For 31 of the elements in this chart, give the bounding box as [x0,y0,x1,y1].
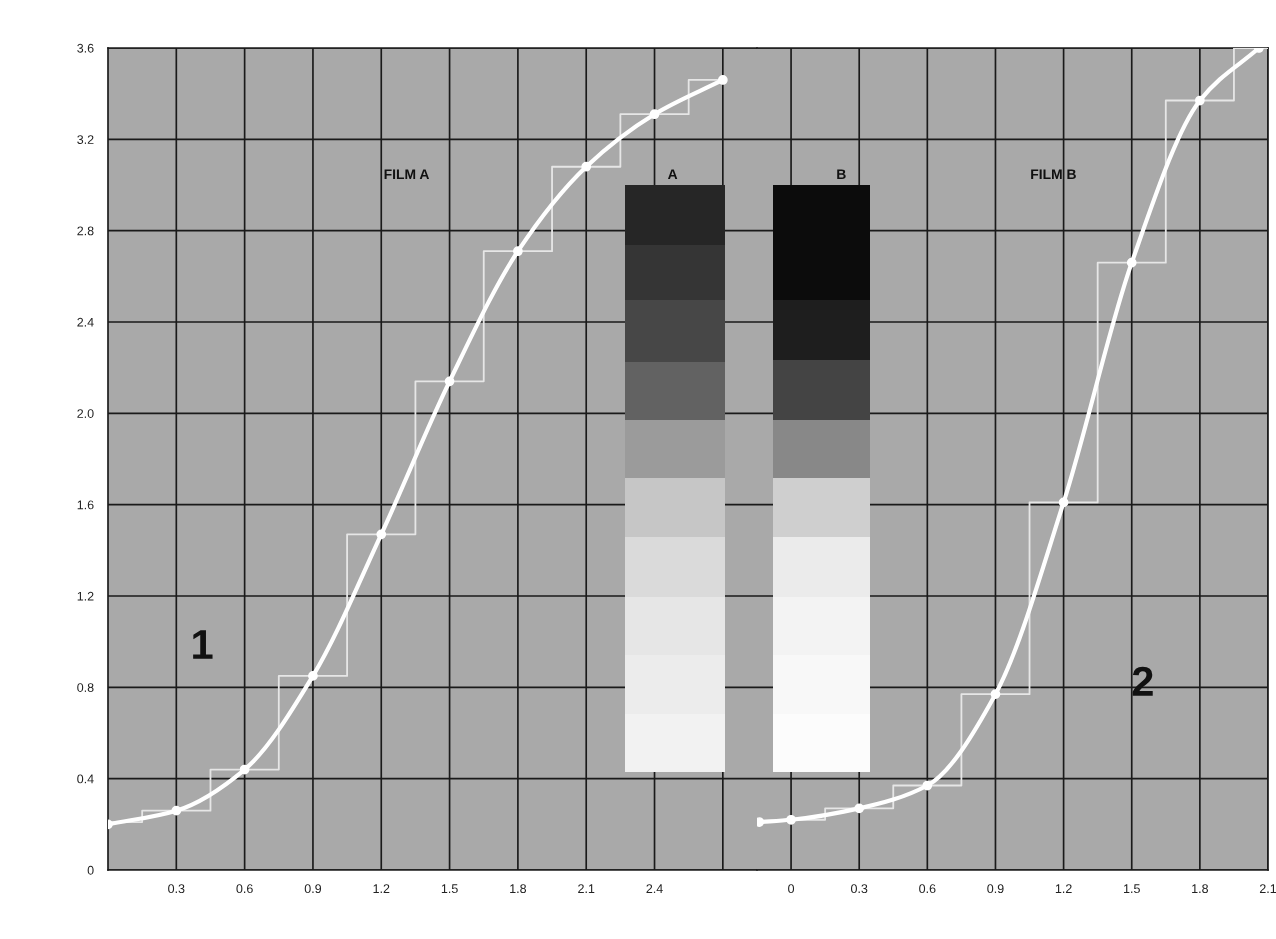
x-tick-label: 0 [788,884,795,894]
annotation: B [837,169,846,179]
x-tick-label: 1.2 [373,884,390,893]
x-tick-label: 1.8 [1192,884,1209,894]
annotation: FILM A [384,169,430,179]
x-tick-label: 0.9 [304,884,322,894]
y-tick-label: 2.4 [77,317,94,327]
y-tick-label: 0.8 [77,683,94,692]
x-tick-label: 2.1 [578,884,595,893]
y-tick-label: 3.6 [77,43,94,53]
y-tick-label: 1.6 [77,500,94,510]
y-tick-label: 2.8 [77,226,94,236]
x-tick-label: 1.2 [1055,884,1072,893]
x-tick-label: 0.3 [168,884,185,894]
y-tick-label: 3.2 [77,135,94,144]
x-tick-label: 0.9 [987,884,1004,894]
y-tick-label: 0 [87,865,94,875]
annotation: A [667,169,678,179]
x-tick-label: 0.6 [236,884,253,894]
y-tick-label: 2.0 [77,409,94,418]
x-tick-label: 1.5 [1124,884,1140,894]
annotation: FILM B [1031,169,1076,179]
x-tick-label: 2.4 [646,884,663,893]
x-tick-label: 2.1 [1259,884,1276,893]
y-tick-label: 1.2 [77,591,94,601]
x-tick-label: 0.3 [851,884,868,894]
x-tick-label: 1.5 [441,884,458,894]
y-tick-label: 0.4 [77,774,94,784]
annotation: 1 [193,630,213,659]
x-tick-label: 1.8 [510,884,527,894]
x-tick-label: 0.6 [919,884,936,894]
